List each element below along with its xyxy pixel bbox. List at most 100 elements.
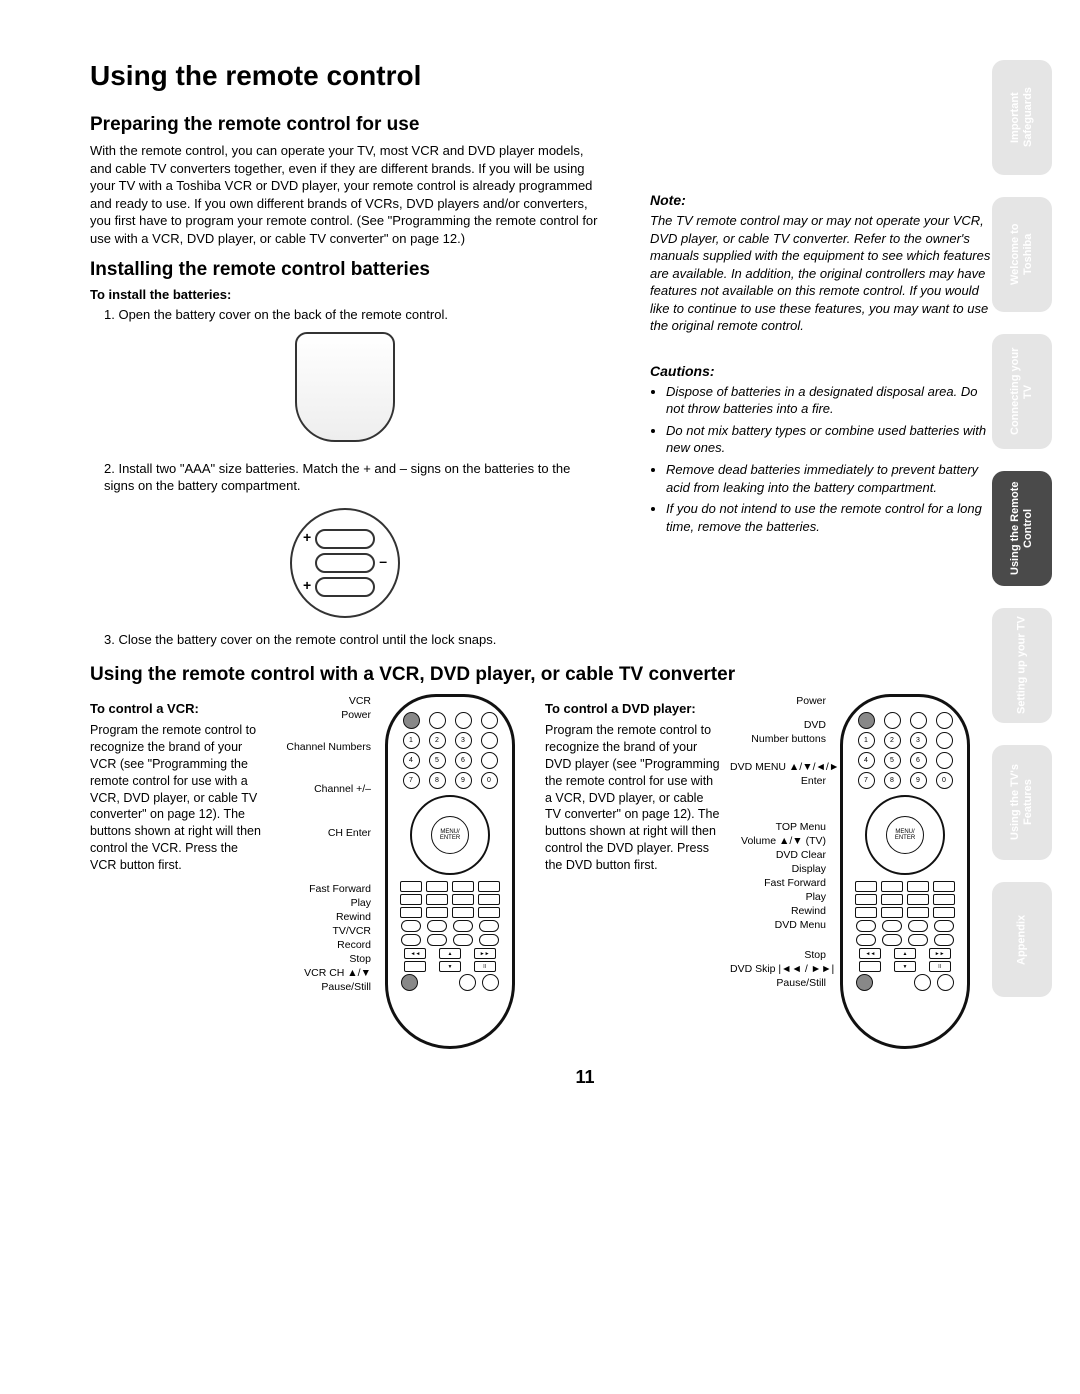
power-button-icon (403, 712, 420, 729)
dvd-label: DVD Menu (730, 918, 830, 932)
mute-button (934, 934, 954, 946)
menu-enter-button: MENU/ ENTER (886, 816, 924, 854)
num-1: 1 (858, 732, 875, 749)
dvd-label: Number buttons (730, 732, 830, 746)
topmenu-button (908, 920, 928, 932)
dvd-mode-button (936, 732, 953, 749)
dvd-label: Enter (730, 774, 830, 788)
rew-button: ◄◄ (404, 948, 426, 959)
exit-button (400, 881, 422, 892)
reset-button (855, 907, 877, 918)
dvd-mode-button (481, 732, 498, 749)
dvd-label: Volume ▲/▼ (TV) (730, 834, 830, 848)
play-button: ▲ (894, 948, 916, 959)
vcr-labels: VCR Power Channel Numbers Channel +/– CH… (275, 694, 375, 1049)
fav-button (478, 881, 500, 892)
vcr-label: Channel +/– (275, 782, 375, 796)
skip-next-icon (482, 974, 499, 991)
vcr-label: CH Enter (275, 826, 375, 840)
vcr-label: Pause/Still (275, 980, 375, 994)
captext-button (426, 907, 448, 918)
vcr-label: Rewind (275, 910, 375, 924)
vcr-label: TV/VCR (275, 924, 375, 938)
vcr-label: Stop (275, 952, 375, 966)
fav-button (933, 881, 955, 892)
dvd-label: Pause/Still (730, 976, 830, 990)
vcr-label: Play (275, 896, 375, 910)
tab-setting[interactable]: Setting up your TV (992, 608, 1052, 723)
note-body: The TV remote control may or may not ope… (650, 212, 995, 335)
num-8: 8 (884, 772, 901, 789)
remote-illustration-vcr: 123 456 7890 MENU/ ENTER ◄◄▲►► ▼II (385, 694, 515, 1049)
exit-button (855, 881, 877, 892)
chrtn-button (400, 894, 422, 905)
btn (881, 894, 903, 905)
dvd-heading: To control a DVD player: (545, 700, 722, 718)
dvdmenu-button (934, 920, 954, 932)
display-button (856, 920, 876, 932)
page-title: Using the remote control (90, 60, 1080, 92)
dvd-label: Display (730, 862, 830, 876)
tab-appendix[interactable]: Appendix (992, 882, 1052, 997)
install-step2: 2. Install two "AAA" size batteries. Mat… (104, 460, 594, 495)
num-3: 3 (910, 732, 927, 749)
btn (907, 894, 929, 905)
power-button-icon (858, 712, 875, 729)
side-nav-tabs: Important Safeguards Welcome to Toshiba … (992, 60, 1052, 997)
pause-button: II (474, 961, 496, 972)
install-step3: 3. Close the battery cover on the remote… (104, 631, 594, 649)
rec-button (401, 974, 418, 991)
tab-connecting[interactable]: Connecting your TV (992, 334, 1052, 449)
dvd-label: DVD Skip |◄◄ / ►►| (730, 962, 830, 976)
cable-mode-button (481, 712, 498, 729)
btn (452, 907, 474, 918)
dvd-label: TOP Menu (730, 820, 830, 834)
tab-features[interactable]: Using the TV's Features (992, 745, 1052, 860)
vcr-label: VCR CH ▲/▼ (275, 966, 375, 980)
chent-button (478, 894, 500, 905)
preparing-body: With the remote control, you can operate… (90, 142, 600, 247)
num-4: 4 (858, 752, 875, 769)
nav-ring: MENU/ ENTER (410, 795, 490, 875)
num-2: 2 (429, 732, 446, 749)
tab-remote[interactable]: Using the Remote Control (992, 471, 1052, 586)
tvvcr-button (404, 961, 426, 972)
skip-prev-icon (459, 974, 476, 991)
caution-item: Dispose of batteries in a designated dis… (666, 383, 995, 418)
num-7: 7 (858, 772, 875, 789)
num-6: 6 (910, 752, 927, 769)
btn (452, 894, 474, 905)
topmenu-button (453, 920, 473, 932)
vcr-heading: To control a VCR: (90, 700, 267, 718)
preparing-title: Preparing the remote control for use (90, 114, 600, 136)
vcr-body: Program the remote control to recognize … (90, 722, 267, 874)
num-100 (481, 752, 498, 769)
vcr-label: VCR (275, 694, 375, 708)
tab-welcome[interactable]: Welcome to Toshiba (992, 197, 1052, 312)
num-9: 9 (455, 772, 472, 789)
dvd-label: DVD Clear (730, 848, 830, 862)
num-4: 4 (403, 752, 420, 769)
num-3: 3 (455, 732, 472, 749)
recall-button (426, 881, 448, 892)
vcr-diagram: To control a VCR: Program the remote con… (90, 694, 525, 1049)
btn (478, 907, 500, 918)
vcr-label: Channel Numbers (275, 740, 375, 754)
skip-prev-icon (914, 974, 931, 991)
dvd-label: DVD (730, 718, 830, 732)
vcr-label: Record (275, 938, 375, 952)
caution-item: If you do not intend to use the remote c… (666, 500, 995, 535)
tab-safeguards[interactable]: Important Safeguards (992, 60, 1052, 175)
mts-button (882, 934, 902, 946)
tvvideo-button (907, 881, 929, 892)
rec-button (856, 974, 873, 991)
caution-item: Remove dead batteries immediately to pre… (666, 461, 995, 496)
dvd-label: Fast Forward (730, 876, 830, 890)
vcr-label: Power (275, 708, 375, 722)
vcr-label: Fast Forward (275, 882, 375, 896)
code-button (401, 934, 421, 946)
num-7: 7 (403, 772, 420, 789)
nav-ring: MENU/ ENTER (865, 795, 945, 875)
sleep-button (908, 934, 928, 946)
caution-item: Do not mix battery types or combine used… (666, 422, 995, 457)
